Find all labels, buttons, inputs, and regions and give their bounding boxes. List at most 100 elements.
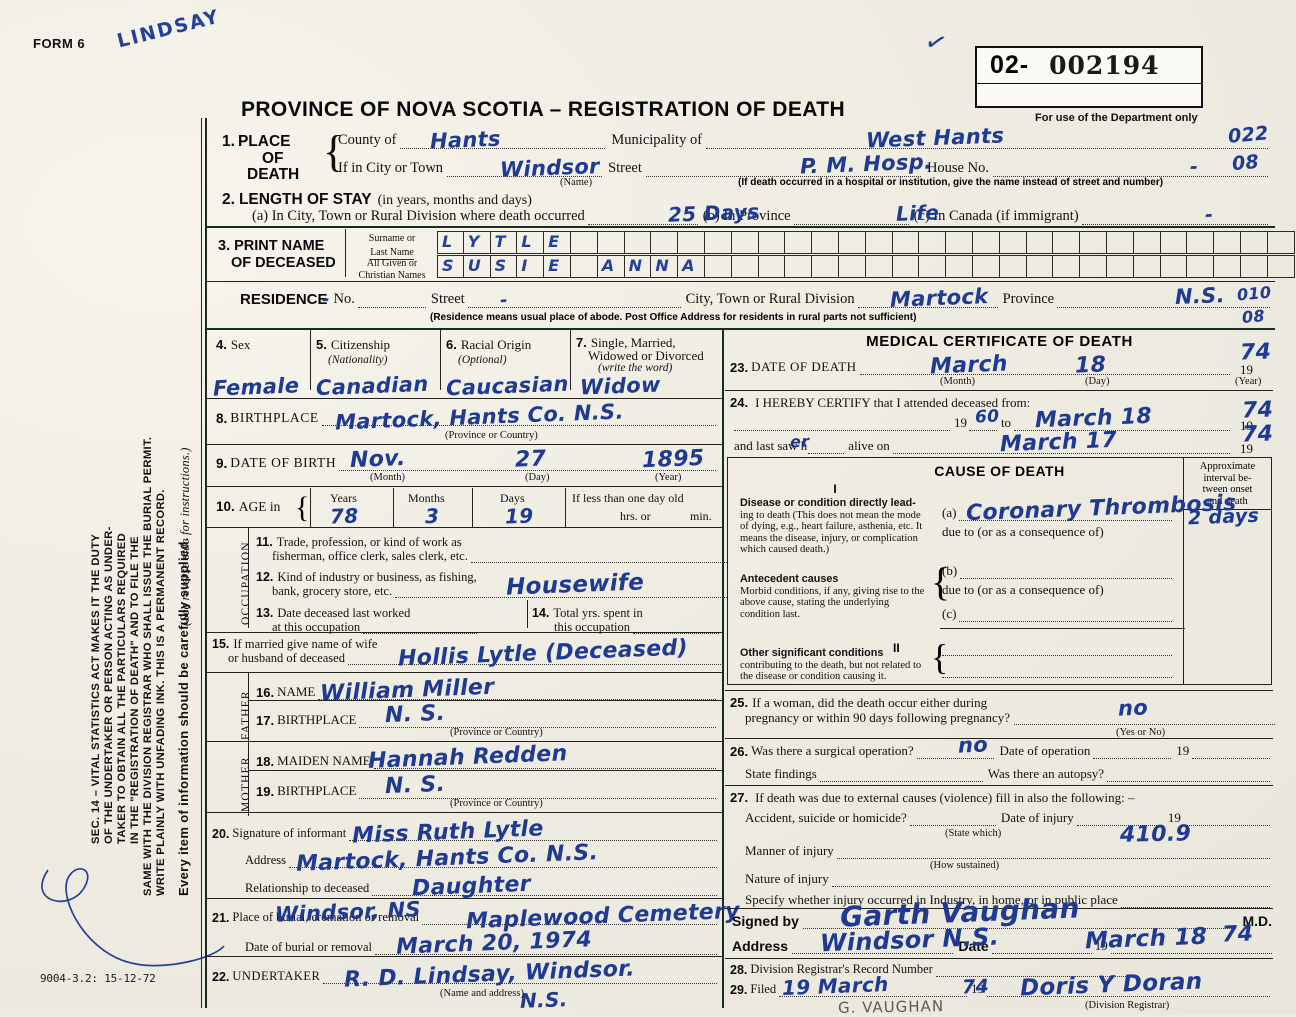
name-grid-cell (731, 255, 759, 278)
name-grid-cell (972, 255, 1000, 278)
item20-row: 20. Signature of informant (212, 826, 717, 841)
legal-line-1: SEC. 14 – VITAL STATISTICS ACT MAKES IT … (90, 533, 102, 844)
item27-accident-caption: (State which) (945, 828, 1002, 839)
item15-label: 15. If married give name of wife or husb… (212, 637, 723, 665)
printer-code: 9004-3.2: 15-12-72 (40, 972, 156, 985)
lastsaw-gender-suffix: er (789, 431, 810, 452)
residence-city-value: Martock (889, 284, 989, 312)
county-label: County of (338, 132, 397, 148)
cause-part2: Other significant conditions contributin… (740, 647, 935, 683)
surgical-operation-value: no (957, 732, 989, 758)
item9-cap-day: (Day) (525, 472, 550, 483)
name-grid-cell (704, 231, 732, 254)
check-mark-icon: ✓ (920, 25, 951, 61)
item23-year-prefix: 19 (1240, 362, 1253, 377)
name-grid-cell (972, 231, 1000, 254)
name-grid-cell (865, 231, 893, 254)
item3-title-2: OF DECEASED (231, 255, 336, 271)
cause-antecedent: Antecedent causes Morbid conditions, if … (740, 573, 930, 620)
item8-row: 8. BIRTHPLACE (216, 410, 716, 426)
item1-brace: { (323, 127, 345, 176)
name-grid-cell (838, 255, 866, 278)
item23-row: 23. DATE OF DEATH (730, 359, 1230, 375)
item27-accident-row: Accident, suicide or homicide? Date of i… (745, 810, 1270, 826)
item8-caption: (Province or Country) (445, 430, 538, 441)
hospital-note: (If death occurred in a hospital or inst… (738, 177, 1164, 188)
occupation-side-label: OCCUPATION (240, 541, 252, 625)
part1-desc: ing to death (This does not mean the mod… (740, 509, 923, 556)
residence-city-label: City, Town or Rural Division (685, 291, 855, 307)
surname-label: Surname or Last Name (368, 233, 416, 260)
house-no-label: House No. (926, 160, 989, 176)
signed-by-row: Signed by M.D. (732, 913, 1272, 929)
part1-desc-bold: Disease or condition directly lead- (740, 497, 916, 509)
name-grid-cell (1187, 231, 1215, 254)
name-grid-cell: I (517, 255, 545, 278)
name-grid-cell (1240, 231, 1268, 254)
item10-months-label: Months (408, 491, 445, 505)
antecedent-bold: Antecedent causes (740, 573, 839, 585)
department-use-label: For use of the Department only (1035, 112, 1198, 124)
name-grid-cell (704, 255, 732, 278)
item28-row: 28. Division Registrar's Record Number (730, 962, 1130, 977)
mother-birthplace-value: N. S. (384, 771, 446, 800)
name-grid-cell (919, 231, 947, 254)
name-grid-letter: T (494, 232, 506, 251)
name-grid-cell (1214, 231, 1241, 254)
item2-b-label: (b) In Province (702, 208, 791, 224)
name-grid-cell (812, 255, 839, 278)
item22-row: 22. UNDERTAKER (212, 969, 717, 984)
item24-to-year-prefix: 19 (1240, 418, 1253, 433)
item2-c-value: - (1204, 203, 1214, 227)
name-grid-cell (999, 255, 1027, 278)
item1-label-of: OF (262, 150, 284, 167)
birth-year-value: 1895 (641, 445, 705, 474)
item24-attended-row: 19 to (734, 415, 1230, 431)
name-grid-cell (597, 231, 625, 254)
item1-city-row: If in City or Town Street House No. (338, 160, 1269, 177)
citizenship-value: Canadian (315, 371, 429, 401)
legal-line-6: WRITE PLAINLY WITH UNFADING INK. THIS IS… (155, 489, 167, 896)
item27-manner-row: Manner of injury (745, 843, 1270, 859)
name-grid-cell: N (624, 255, 652, 278)
age-years-value: 78 (329, 503, 359, 529)
filed-date-value: 19 March (781, 971, 889, 1001)
item10-less-label: If less than one day old (572, 491, 684, 505)
item22-caption: (Name and address) (440, 988, 524, 999)
item17-row: 17. BIRTHPLACE (256, 712, 716, 728)
item27-intro: 27. If death was due to external causes … (730, 790, 1135, 805)
interval-header-3: tween onset (1202, 484, 1253, 495)
name-grid-cell (946, 231, 973, 254)
cause-b-row: (b) (942, 563, 1172, 579)
name-grid-letter: Y (467, 232, 480, 251)
name-grid-cell (1053, 231, 1081, 254)
item21-row: 21. Place of burial, cremation or remova… (212, 910, 717, 925)
name-grid-letter: L (442, 232, 453, 251)
residence-code-2: 08 (1241, 306, 1266, 327)
name-grid-cell (1080, 255, 1107, 278)
registration-number: 002194 (1049, 51, 1160, 80)
legal-line-5: SAME WITH THE DIVISION REGISTRAR WHO SHA… (142, 436, 154, 896)
item21-date-row: Date of burial or removal (245, 940, 717, 955)
antecedent-desc: Morbid conditions, if any, giving rise t… (740, 585, 925, 620)
legal-line-4: IN THE "REGISTRATION OF DEATH" AND TO FI… (129, 536, 141, 844)
filed-year-value: 74 (961, 975, 990, 999)
name-grid-cell (1133, 231, 1161, 254)
legal-line-8: (See reverse side for instructions.) (178, 447, 192, 626)
name-grid-cell (624, 231, 652, 254)
name-grid-cell (919, 255, 947, 278)
item23-cap-month: (Month) (940, 376, 975, 387)
item1-number: 1. PLACE (222, 133, 291, 150)
city-or-town-label: If in City or Town (338, 160, 444, 176)
residence-street-label: Street (430, 291, 465, 307)
physician-address-row: Address Date 19 (732, 938, 1273, 954)
medical-certificate-heading: MEDICAL CERTIFICATE OF DEATH (866, 333, 1133, 350)
item11-label: 11. Trade, profession, or kind of work a… (256, 535, 727, 563)
item14-label: 14. Total yrs. spent in this occupation (532, 606, 719, 634)
name-grid-letter: L (521, 232, 532, 251)
form-border (201, 118, 1275, 1008)
physician-date-year: 74 (1221, 921, 1254, 948)
name-grid-cell: Y (463, 231, 491, 254)
informant-relationship-value: Daughter (411, 871, 532, 902)
